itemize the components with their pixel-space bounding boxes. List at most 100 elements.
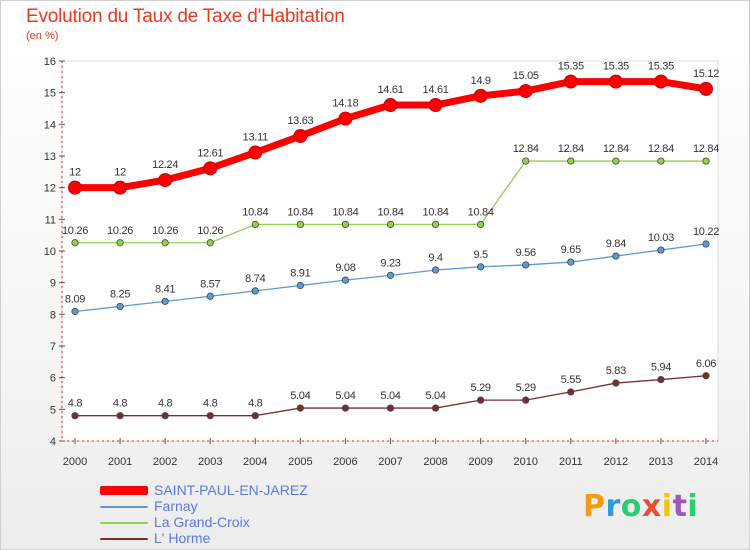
data-point [386, 271, 395, 279]
data-label: 15.35 [603, 61, 629, 73]
data-point [71, 239, 79, 247]
data-label: 8.57 [200, 278, 220, 290]
data-label: 8.09 [65, 293, 85, 305]
data-label: 8.25 [110, 288, 130, 300]
data-label: 10.84 [468, 206, 494, 218]
y-tick-label: 14 [44, 119, 56, 131]
data-point [341, 220, 350, 228]
data-point [653, 74, 668, 89]
data-point [699, 81, 713, 96]
data-point [248, 145, 263, 160]
chart-subtitle: (en %) [26, 30, 59, 42]
data-label: 13.63 [287, 115, 313, 127]
data-label: 9.23 [380, 257, 400, 269]
plot-area [61, 60, 719, 442]
data-point [522, 261, 530, 269]
data-label: 5.94 [651, 362, 671, 374]
logo-letter: P [583, 489, 606, 524]
data-point [116, 239, 124, 247]
logo-letter: o [620, 489, 642, 524]
legend-item: La Grand-Croix [100, 515, 308, 530]
data-label: 12.84 [693, 143, 719, 155]
chart-legend: SAINT-PAUL-EN-JAREZ Farnay La Grand-Croix L… [100, 483, 308, 547]
y-tick-label: 11 [45, 214, 56, 226]
data-label: 12.84 [603, 143, 629, 155]
data-label: 10.26 [197, 225, 223, 237]
data-point [612, 379, 620, 387]
data-label: 15.35 [648, 61, 674, 73]
legend-swatch [100, 521, 148, 524]
legend-item: SAINT-PAUL-EN-JAREZ [100, 483, 308, 498]
data-point [116, 412, 124, 420]
data-label: 4.8 [113, 398, 128, 410]
data-label: 9.65 [561, 244, 581, 256]
data-point [251, 412, 259, 420]
x-tick-label: 2002 [153, 456, 177, 468]
data-label: 9.08 [335, 262, 355, 274]
y-tick-label: 4 [50, 436, 56, 448]
legend-label: Farnay [154, 498, 198, 514]
data-label: 14.9 [471, 75, 491, 87]
data-point [477, 263, 485, 271]
data-point [431, 220, 440, 228]
data-point [113, 180, 128, 195]
data-point [338, 111, 353, 126]
legend-label: SAINT-PAUL-EN-JAREZ [154, 482, 308, 498]
data-point [431, 404, 440, 412]
data-label: 4.8 [248, 398, 263, 410]
data-label: 9.4 [428, 252, 443, 264]
data-label: 5.83 [606, 365, 626, 377]
y-tick-label: 6 [50, 373, 56, 385]
data-point [71, 412, 79, 420]
data-label: 4.8 [203, 398, 218, 410]
legend-swatch [100, 486, 148, 495]
data-label: 15.05 [513, 70, 539, 82]
data-label: 8.41 [155, 283, 175, 295]
y-tick-label: 13 [44, 151, 56, 163]
data-label: 14.61 [377, 84, 403, 96]
data-label: 10.84 [242, 206, 268, 218]
data-point [383, 98, 398, 113]
legend-label: L' Horme [154, 530, 211, 546]
data-label: 10.26 [152, 225, 178, 237]
logo-letter: i [661, 489, 673, 524]
x-tick-label: 2006 [333, 456, 357, 468]
data-label: 6.06 [696, 358, 716, 370]
data-point [161, 239, 169, 247]
data-point [612, 252, 620, 260]
proxiti-logo: Proxiti [583, 489, 698, 524]
legend-swatch [100, 505, 148, 508]
data-label: 15.12 [693, 68, 719, 80]
x-tick-label: 2004 [243, 456, 267, 468]
data-point [567, 388, 575, 396]
logo-letter: i [687, 489, 699, 524]
data-point [251, 220, 259, 228]
data-point [158, 173, 173, 188]
data-label: 10.26 [62, 225, 88, 237]
y-tick-label: 15 [44, 88, 56, 100]
data-label: 12.84 [558, 143, 584, 155]
data-point [702, 240, 710, 248]
data-label: 12.61 [197, 147, 223, 159]
data-label: 5.29 [471, 382, 491, 394]
logo-letter: x [641, 489, 662, 524]
x-tick-label: 2011 [559, 456, 583, 468]
y-tick-label: 7 [50, 341, 56, 353]
legend-label: La Grand-Croix [154, 514, 250, 530]
data-point [386, 220, 395, 228]
data-label: 5.55 [561, 374, 581, 386]
x-tick-label: 2012 [604, 456, 628, 468]
data-label: 5.04 [380, 390, 400, 402]
data-label: 10.22 [693, 226, 719, 238]
data-point [522, 157, 530, 165]
data-point [296, 281, 304, 290]
data-label: 13.11 [243, 132, 268, 144]
data-label: 12.84 [648, 143, 674, 155]
data-point [296, 220, 304, 228]
data-point [657, 246, 665, 254]
data-label: 9.84 [606, 238, 626, 250]
data-point [386, 404, 395, 412]
data-point [206, 412, 214, 420]
data-label: 10.84 [287, 206, 313, 218]
